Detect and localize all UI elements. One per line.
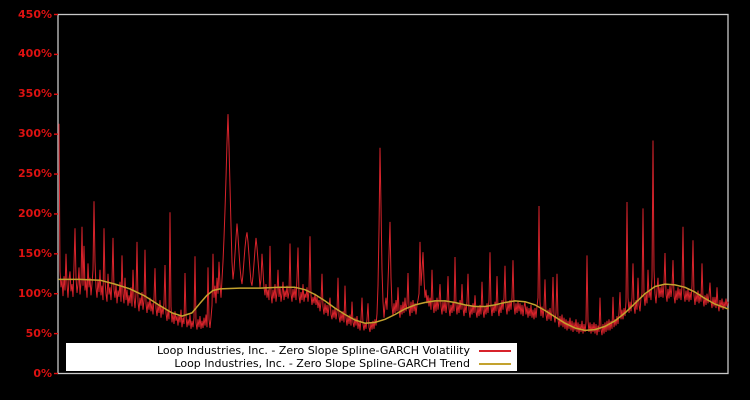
legend-label-trend: Loop Industries, Inc. - Zero Slope Splin… xyxy=(174,357,470,370)
legend-swatch-volatility-line xyxy=(479,349,511,352)
legend-entry-trend: Loop Industries, Inc. - Zero Slope Splin… xyxy=(66,357,511,370)
volatility-line xyxy=(58,114,729,336)
legend-label-volatility: Loop Industries, Inc. - Zero Slope Splin… xyxy=(157,344,470,357)
legend-swatch-trend-line xyxy=(479,362,511,365)
trend-line xyxy=(58,278,729,332)
plot-border xyxy=(57,13,729,375)
legend-box: Loop Industries, Inc. - Zero Slope Splin… xyxy=(66,343,517,371)
legend-entry-volatility: Loop Industries, Inc. - Zero Slope Splin… xyxy=(66,344,511,357)
